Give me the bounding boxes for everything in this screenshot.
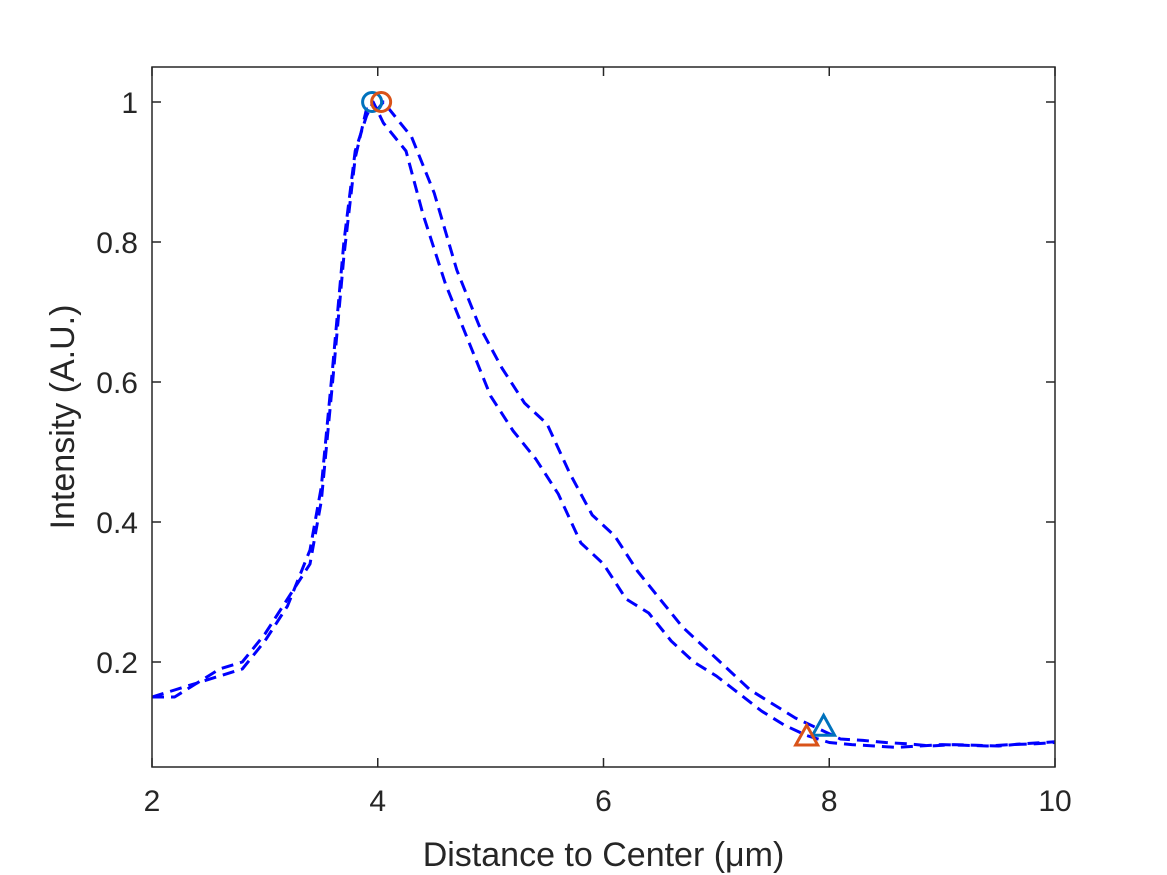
data-markers: [361, 91, 838, 747]
x-tick-label: 2: [144, 785, 161, 818]
x-tick-label: 8: [821, 785, 838, 818]
y-tick-label: 0.6: [96, 367, 138, 400]
x-tick-label: 10: [1038, 785, 1071, 818]
x-axis-label: Distance to Center (μm): [423, 836, 785, 874]
y-tick-label: 0.4: [96, 507, 138, 540]
y-axis-label: Intensity (A.U.): [44, 305, 82, 530]
y-tick-label: 1: [121, 87, 138, 120]
axis-ticks: [151, 67, 1056, 767]
tick-labels: 2 4 6 8 10 0.2 0.4 0.6 0.8 1: [96, 87, 1071, 818]
x-tick-label: 4: [369, 785, 386, 818]
data-lines: [151, 100, 1056, 749]
series-line-1: [152, 100, 1056, 749]
tail-marker: [793, 722, 821, 747]
peak-marker: [361, 91, 384, 113]
y-tick-label: 0.8: [96, 227, 138, 260]
series-line-2: [151, 100, 1056, 748]
x-tick-label: 6: [595, 785, 612, 818]
y-tick-label: 0.2: [96, 647, 138, 680]
tail-marker: [810, 712, 838, 737]
peak-marker: [370, 91, 393, 113]
